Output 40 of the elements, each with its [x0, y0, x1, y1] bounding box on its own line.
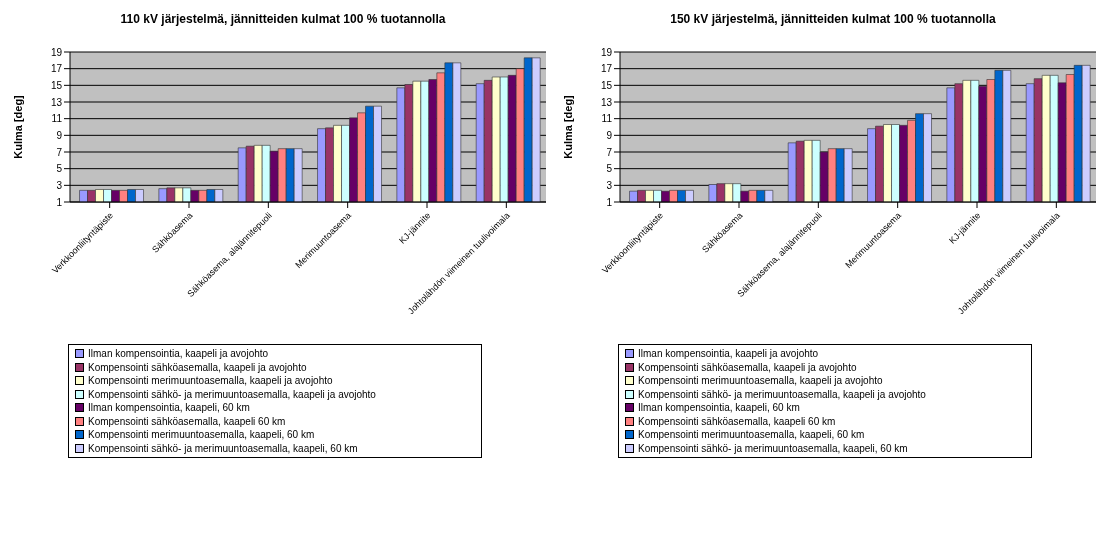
- y-tick-label: 11: [51, 113, 63, 125]
- y-tick-label: 3: [606, 179, 613, 191]
- legend-label: Kompensointi sähköasemalla, kaapeli ja avojohto: [88, 361, 307, 373]
- legend-label: Kompensointi sähkö- ja merimuuntoasemalla, kaapeli, 60 km: [88, 442, 358, 454]
- y-tick-label: 1: [606, 196, 613, 208]
- y-tick-label: 17: [600, 63, 613, 75]
- legend-label: Kompensointi merimuuntoasemalla, kaapeli, 60 km: [88, 429, 315, 441]
- legend-label: Kompensointi sähköasemalla, kaapeli 60 km: [638, 415, 836, 427]
- y-tick-label: 19: [600, 46, 613, 58]
- y-tick-label: 7: [606, 146, 613, 158]
- y-tick-label: 9: [606, 129, 613, 141]
- legend-label: Kompensointi merimuuntoasemalla, kaapeli ja avojohto: [88, 375, 333, 387]
- y-tick-label: 13: [50, 96, 63, 108]
- y-axis-title: Kulma [deg]: [561, 94, 574, 159]
- legend-label: Kompensointi merimuuntoasemalla, kaapeli, 60 km: [638, 429, 865, 441]
- legend-label: Kompensointi sähkö- ja merimuuntoasemalla, kaapeli ja avojohto: [638, 388, 926, 400]
- y-tick-label: 19: [50, 46, 63, 58]
- legend-label: Kompensointi sähköasemalla, kaapeli 60 km: [88, 415, 286, 427]
- y-tick-label: 15: [50, 79, 63, 91]
- y-tick-label: 1: [56, 196, 63, 208]
- legend-label: Kompensointi merimuuntoasemalla, kaapeli ja avojohto: [638, 375, 883, 387]
- y-tick-label: 13: [600, 96, 613, 108]
- y-tick-label: 15: [600, 79, 613, 91]
- y-tick-label: 3: [56, 179, 63, 191]
- y-tick-label: 9: [56, 129, 63, 141]
- legend-label: Ilman kompensointia, kaapeli ja avojohto: [638, 348, 819, 360]
- y-tick-label: 7: [56, 146, 63, 158]
- y-tick-label: 17: [50, 63, 63, 75]
- y-axis-title: Kulma [deg]: [11, 94, 24, 159]
- legend-label: Ilman kompensointia, kaapeli, 60 km: [638, 402, 800, 414]
- legend-label: Kompensointi sähköasemalla, kaapeli ja avojohto: [638, 361, 857, 373]
- chart-title: 110 kV järjestelmä, jännitteiden kulmat 100 % tuotannolla: [119, 12, 447, 28]
- y-tick-label: 5: [606, 163, 613, 175]
- chart-title: 150 kV järjestelmä, jännitteiden kulmat 100 % tuotannolla: [669, 12, 997, 28]
- legend-label: Ilman kompensointia, kaapeli ja avojohto: [88, 348, 269, 360]
- legend-label: Kompensointi sähkö- ja merimuuntoasemalla, kaapeli ja avojohto: [88, 388, 376, 400]
- y-tick-label: 11: [601, 113, 613, 125]
- y-tick-label: 5: [56, 163, 63, 175]
- legend-label: Ilman kompensointia, kaapeli, 60 km: [88, 402, 250, 414]
- legend-label: Kompensointi sähkö- ja merimuuntoasemalla, kaapeli, 60 km: [638, 442, 908, 454]
